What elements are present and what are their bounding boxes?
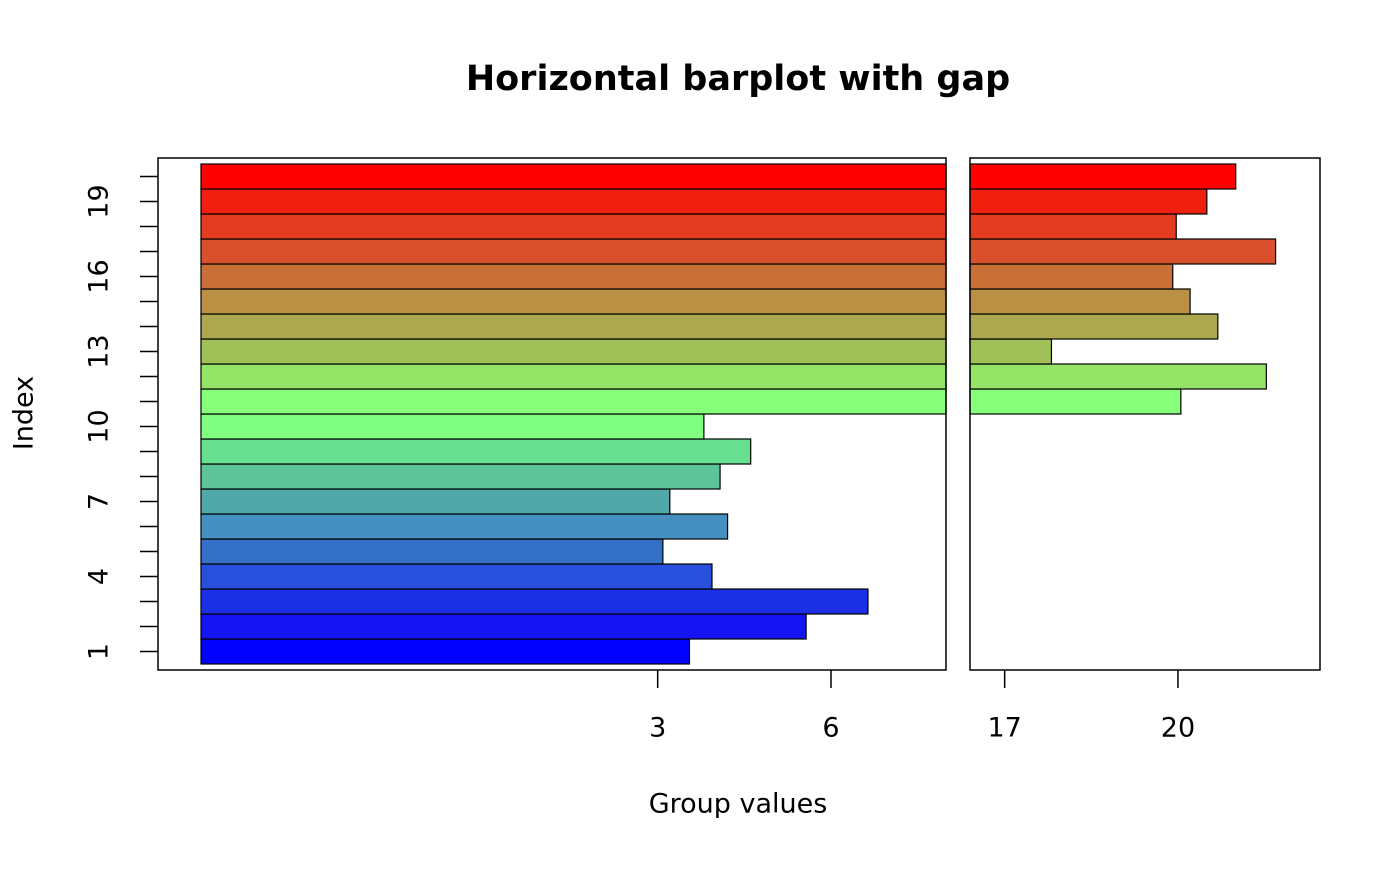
bar <box>200 288 947 315</box>
bar <box>200 638 691 665</box>
bar <box>200 613 807 640</box>
bar <box>200 313 947 340</box>
y-tick-label: 16 <box>84 259 115 293</box>
bar <box>200 513 729 540</box>
y-tick-label: 13 <box>84 334 115 368</box>
y-axis-label: Index <box>9 376 40 450</box>
bar <box>200 363 947 390</box>
y-tick-label: 10 <box>84 409 115 443</box>
bar <box>200 238 947 265</box>
bar <box>200 563 713 590</box>
x-tick-label: 6 <box>822 713 839 744</box>
bar <box>969 213 1177 240</box>
bar <box>200 263 947 290</box>
x-tick-label: 20 <box>1161 713 1195 744</box>
bar <box>200 438 752 465</box>
bar <box>200 413 705 440</box>
bar <box>969 363 1267 390</box>
x-tick-label: 3 <box>649 713 666 744</box>
bar <box>969 263 1174 290</box>
x-axis-label: Group values <box>649 789 828 820</box>
bar <box>200 388 947 415</box>
bar <box>200 488 671 515</box>
bar <box>200 588 869 615</box>
bar <box>969 163 1237 190</box>
bar <box>200 163 947 190</box>
bar <box>969 313 1219 340</box>
bar <box>200 463 721 490</box>
bar <box>969 338 1053 365</box>
chart-title: Horizontal barplot with gap <box>466 59 1010 99</box>
y-tick-label: 7 <box>84 493 115 510</box>
bar <box>200 338 947 365</box>
plot-frame <box>157 157 947 671</box>
bar <box>969 188 1208 215</box>
bar <box>200 188 947 215</box>
bar <box>200 538 664 565</box>
y-tick-label: 4 <box>84 568 115 585</box>
bar <box>969 388 1182 415</box>
bar <box>969 238 1277 265</box>
y-tick-label: 19 <box>84 184 115 218</box>
x-tick-label: 17 <box>987 713 1021 744</box>
bar <box>200 213 947 240</box>
plot-frame <box>969 157 1321 671</box>
y-tick-label: 1 <box>84 643 115 660</box>
bar <box>969 288 1191 315</box>
